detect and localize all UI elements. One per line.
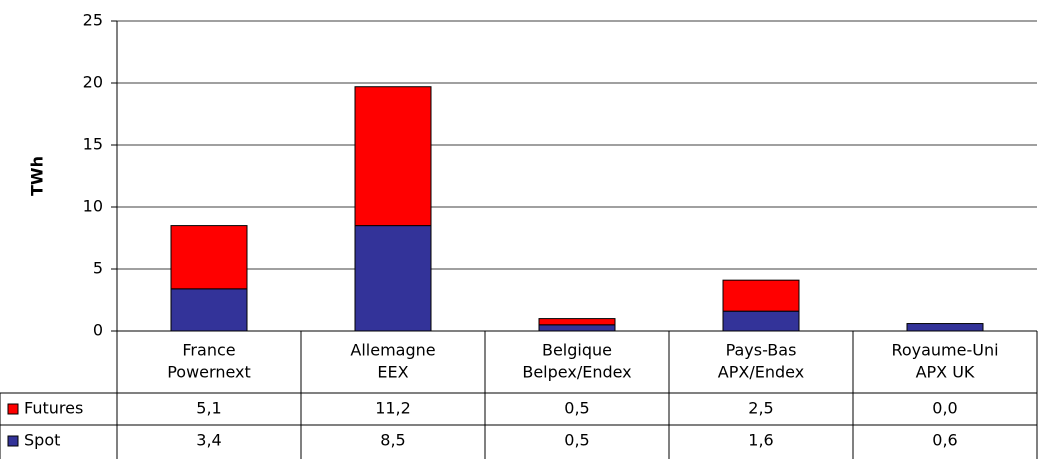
category-label: Belgique [542,341,612,360]
y-tick-label: 20 [83,73,103,92]
table-value: 0,6 [932,431,957,450]
table-value: 11,2 [375,399,411,418]
category-label: APX/Endex [718,363,804,382]
legend-swatch [7,435,19,447]
legend-label: Futures [24,399,83,418]
y-tick-label: 0 [93,321,103,340]
table-value: 1,6 [748,431,773,450]
y-tick-label: 15 [83,135,103,154]
table-value: 2,5 [748,399,773,418]
category-label: Pays-Bas [726,341,797,360]
bar-segment [170,288,248,332]
bar-segment [170,225,248,290]
category-label: Royaume-Uni [891,341,998,360]
table-value: 3,4 [196,431,221,450]
category-label: Allemagne [350,341,435,360]
category-label: APX UK [916,363,975,382]
bar-segment [538,324,616,332]
category-label: Powernext [167,363,251,382]
table-value: 8,5 [380,431,405,450]
bar-segment [722,310,800,332]
table-value: 0,5 [564,431,589,450]
table-value: 0,5 [564,399,589,418]
bar-segment [906,323,984,332]
category-label: Belpex/Endex [522,363,631,382]
table-value: 5,1 [196,399,221,418]
y-axis-label: TWh [28,156,47,196]
legend-swatch [7,403,19,415]
bar-segment [538,318,616,326]
y-tick-label: 10 [83,197,103,216]
bar-segment [354,86,432,227]
bar-segment [354,225,432,332]
y-tick-label: 25 [83,11,103,30]
table-value: 0,0 [932,399,957,418]
bar-segment [722,279,800,312]
category-label: France [182,341,235,360]
y-tick-label: 5 [93,259,103,278]
legend-label: Spot [24,431,60,450]
category-label: EEX [377,363,408,382]
